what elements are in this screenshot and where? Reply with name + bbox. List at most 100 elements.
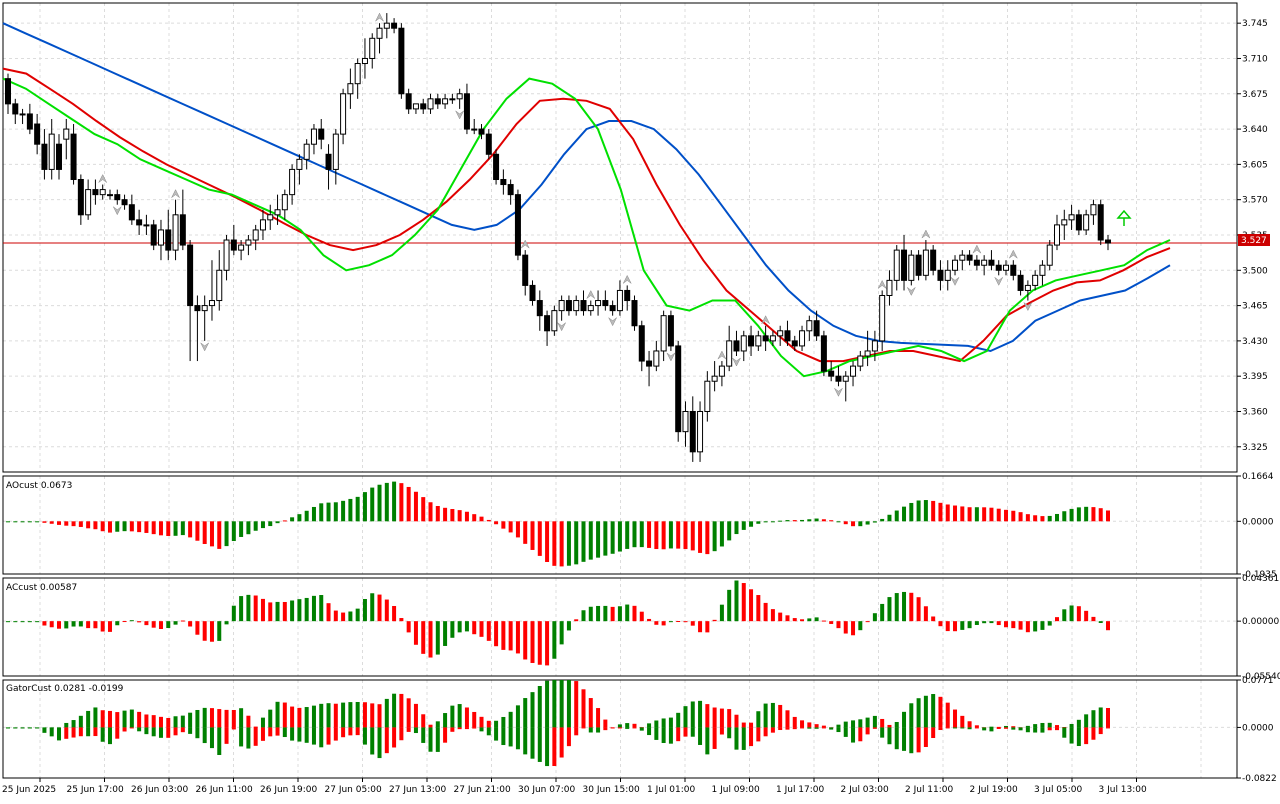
- candle-body: [318, 128, 325, 140]
- candle-body: [376, 27, 383, 39]
- histogram-bar: [603, 605, 608, 622]
- histogram-bar: [486, 621, 491, 641]
- histogram-bar: [698, 521, 703, 553]
- histogram-bar: [1025, 514, 1030, 522]
- gator-upper-bar: [574, 681, 579, 728]
- candle: [573, 295, 580, 316]
- gator-pane[interactable]: [6, 680, 1110, 767]
- gator-upper-bar: [93, 707, 98, 728]
- candle: [383, 13, 390, 39]
- histogram-bar: [450, 509, 455, 522]
- candle-body: [733, 340, 740, 352]
- pane-frame-price: [2, 2, 1238, 473]
- histogram-bar: [1084, 610, 1089, 622]
- histogram-bar: [42, 521, 47, 523]
- candle-body: [835, 375, 842, 382]
- gator-lower-bar: [581, 727, 586, 729]
- ao-pane[interactable]: [6, 481, 1110, 567]
- time-tick-label: 26 Jun 03:00: [131, 785, 188, 795]
- gator-lower-bar: [639, 727, 644, 731]
- histogram-bar: [1055, 513, 1060, 522]
- histogram-bar: [734, 580, 739, 622]
- gator-upper-bar: [224, 709, 229, 728]
- histogram-bar: [843, 621, 848, 634]
- gator-upper-bar: [166, 717, 171, 728]
- histogram-bar: [1076, 606, 1081, 622]
- candle-body: [449, 98, 456, 101]
- price-tick-label: 3.430: [1242, 337, 1268, 347]
- ao-label: AOcust 0.0673: [6, 481, 72, 491]
- candle-body: [485, 133, 492, 155]
- histogram-bar: [1069, 605, 1074, 622]
- candle-body: [871, 340, 878, 352]
- price-pane[interactable]: [2, 12, 1237, 462]
- fractal-down-icon: [834, 388, 843, 397]
- ac-pane[interactable]: [6, 580, 1110, 666]
- gator-upper-bar: [756, 711, 761, 728]
- histogram-bar: [1011, 510, 1016, 522]
- gator-upper-bar: [588, 698, 593, 728]
- candle-body: [711, 375, 718, 382]
- histogram-bar: [785, 615, 790, 622]
- gator-lower-bar: [6, 727, 10, 729]
- histogram-bar: [617, 606, 622, 622]
- candle: [310, 124, 317, 155]
- gator-upper-bar: [763, 703, 768, 728]
- candle-body: [616, 289, 623, 312]
- gator-upper-bar: [566, 680, 571, 728]
- histogram-bar: [1047, 621, 1052, 626]
- histogram-bar: [107, 521, 112, 533]
- gator-lower-bar: [967, 727, 972, 730]
- histogram-bar: [865, 521, 870, 525]
- candle: [944, 260, 951, 291]
- fractal-up-icon: [972, 244, 982, 254]
- histogram-bar: [872, 521, 877, 523]
- histogram-bar: [967, 621, 972, 629]
- histogram-bar: [399, 618, 404, 622]
- candle: [442, 93, 449, 109]
- gator-upper-bar: [494, 720, 499, 728]
- candle-body: [791, 340, 798, 347]
- candle: [19, 108, 26, 125]
- histogram-bar: [166, 621, 171, 628]
- candle: [1046, 240, 1053, 271]
- histogram-bar: [814, 617, 819, 622]
- histogram-bar: [851, 621, 856, 636]
- candle: [1075, 209, 1082, 235]
- candle-body: [478, 128, 485, 135]
- gator-upper-bar: [953, 709, 958, 728]
- gator-upper-bar: [151, 715, 156, 728]
- candle-body: [1061, 219, 1068, 226]
- histogram-bar: [712, 521, 717, 552]
- gator-upper-bar: [1033, 724, 1038, 728]
- candle: [769, 330, 776, 346]
- histogram-bar: [443, 621, 448, 646]
- candle-body: [405, 93, 412, 110]
- gator-lower-bar: [457, 727, 462, 730]
- histogram-bar: [333, 610, 338, 622]
- candle: [347, 68, 354, 109]
- histogram-bar: [494, 521, 499, 525]
- gator-lower-bar: [115, 727, 120, 739]
- gator-lower-bar: [712, 727, 717, 749]
- histogram-bar: [763, 602, 768, 622]
- candle: [1017, 270, 1024, 296]
- histogram-bar: [1098, 508, 1103, 522]
- histogram-bar: [537, 621, 542, 665]
- gator-upper-bar: [1040, 722, 1045, 728]
- fractal-up-icon: [520, 239, 530, 249]
- candle: [5, 73, 11, 114]
- price-tick-label: 3.360: [1242, 407, 1268, 417]
- gator-upper-bar: [1098, 707, 1103, 728]
- histogram-bar: [217, 521, 222, 549]
- candle: [952, 255, 959, 276]
- histogram-bar: [188, 521, 193, 538]
- candle: [1039, 260, 1046, 286]
- gator-upper-bar: [1069, 723, 1074, 728]
- candle: [340, 88, 347, 145]
- time-tick-label: 25 Jun 2025: [2, 785, 56, 795]
- candle: [1083, 209, 1090, 235]
- candle-body: [420, 103, 427, 110]
